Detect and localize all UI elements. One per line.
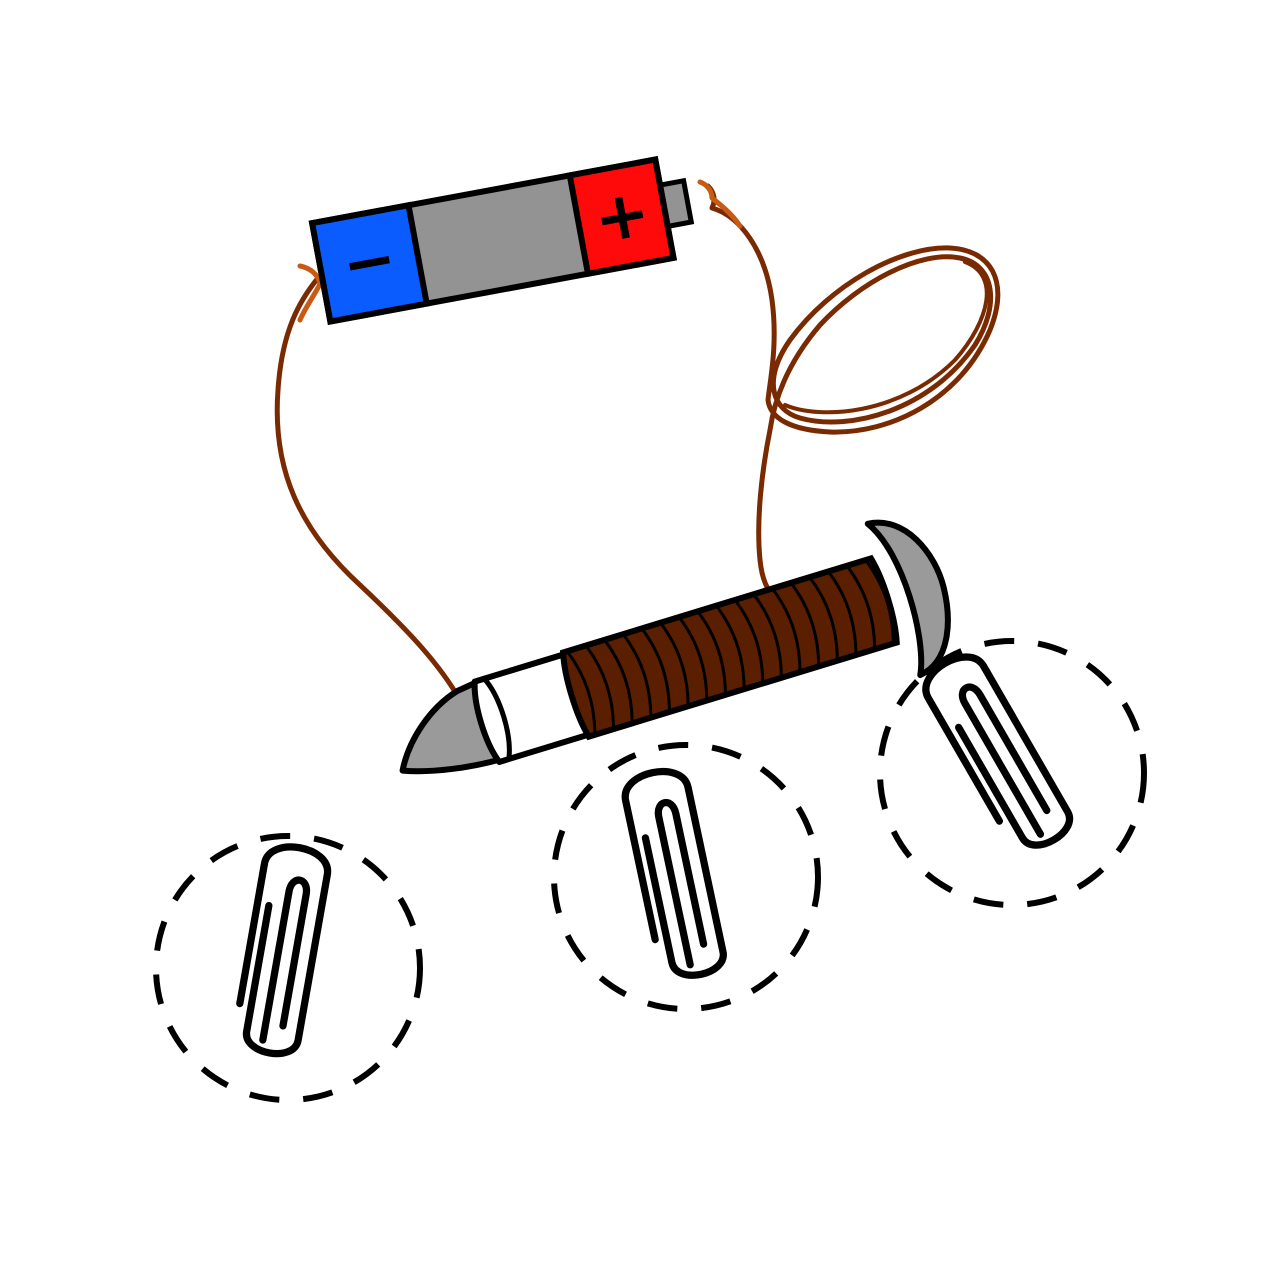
coil-turn: [753, 595, 783, 676]
coil-turn: [791, 583, 821, 665]
coil-turn: [697, 612, 727, 693]
battery-negative-symbol: −: [336, 221, 402, 304]
coil-turn: [604, 640, 634, 722]
coil-turn: [716, 606, 746, 688]
battery-positive-end: [566, 156, 678, 278]
paperclip-group-1: [153, 833, 423, 1103]
battery-icon: − +: [308, 156, 695, 325]
coil-turn: [735, 600, 765, 682]
wire-icon: [274, 179, 1001, 703]
attraction-zone-3: [877, 638, 1147, 908]
coil-turn: [585, 646, 616, 728]
attraction-zone-2: [551, 742, 821, 1012]
wire-coil: [559, 554, 900, 741]
paperclip-icon: [621, 766, 727, 982]
coil-turn: [809, 577, 839, 659]
nail-shaft-rim: [482, 677, 512, 760]
coil-turn: [679, 617, 709, 699]
paperclip-group-2: [551, 742, 821, 1012]
coil-turn: [567, 652, 597, 733]
battery-negative-end: [308, 201, 431, 325]
wire-right: [705, 183, 1001, 601]
paperclip-group-3: [877, 638, 1147, 908]
paperclip-icon: [232, 842, 331, 1057]
wire-right-tip: [697, 179, 743, 229]
coil-turn: [641, 629, 671, 710]
wire-left: [274, 275, 463, 703]
coil-turn: [660, 623, 690, 705]
coil-turn: [846, 566, 877, 648]
nail-head: [864, 519, 951, 679]
nail-icon: [399, 519, 951, 775]
wire-left-tip: [297, 263, 323, 323]
coil-turn: [828, 572, 858, 653]
attraction-zone-1: [153, 833, 423, 1103]
wire-right-loop-2: [783, 260, 989, 415]
battery-positive-symbol: +: [588, 173, 656, 259]
coil-turn: [623, 634, 653, 716]
coil-turn: [865, 560, 895, 642]
coil-turn: [772, 589, 802, 671]
paperclip-icon: [917, 647, 1076, 858]
